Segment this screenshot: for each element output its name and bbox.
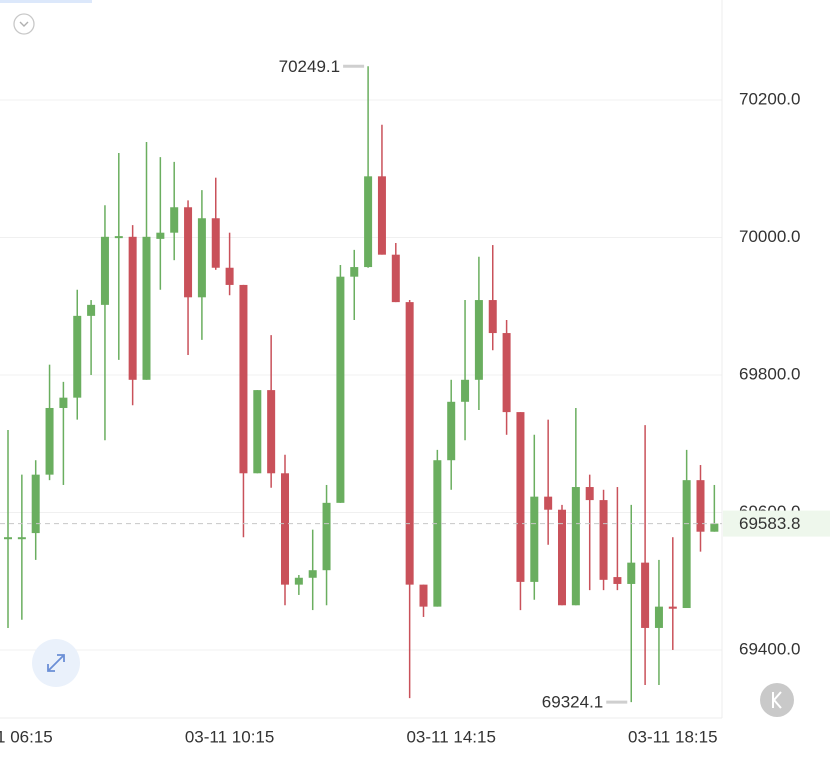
candle-body — [516, 412, 525, 582]
top-tab-indicator — [0, 0, 92, 3]
candle-body — [267, 390, 276, 474]
candle-body — [17, 537, 26, 540]
candle-body — [544, 496, 553, 510]
k-button[interactable] — [760, 683, 794, 717]
candle-body — [128, 236, 137, 380]
candle-body — [502, 333, 511, 413]
candle-body — [447, 401, 456, 461]
candle-body — [239, 284, 248, 474]
candle-body — [308, 570, 317, 578]
expand-icon — [47, 654, 65, 672]
candle-body — [571, 487, 580, 606]
y-tick-label: 69400.0 — [739, 639, 800, 658]
candle-body — [488, 300, 497, 334]
candle-body — [225, 267, 234, 285]
last-price-bg — [723, 510, 830, 537]
candle-body — [405, 302, 414, 585]
candle-body — [461, 379, 470, 402]
candle-body — [197, 218, 206, 298]
candle-body — [31, 474, 40, 534]
candle-body — [530, 496, 539, 582]
candle-body — [253, 390, 262, 474]
candle-body — [170, 207, 179, 233]
x-tick-label: 03-11 06:15 — [0, 727, 53, 746]
candle-body — [585, 487, 594, 501]
collapse-button[interactable] — [13, 13, 35, 35]
candle-body — [668, 606, 677, 609]
candle-body — [114, 236, 123, 239]
collapse-circle — [13, 13, 35, 35]
candle-body — [364, 176, 373, 268]
candle-body — [627, 562, 636, 584]
candle-body — [73, 315, 82, 398]
candle-body — [4, 537, 12, 540]
last-price-label: 69583.8 — [739, 514, 800, 533]
candle-body — [336, 276, 345, 503]
grid-layer — [0, 99, 722, 651]
k-icon — [772, 691, 782, 709]
max-label: 70249.1 — [279, 57, 340, 76]
candle-body — [100, 236, 109, 305]
x-tick-label: 03-11 18:15 — [628, 727, 717, 746]
candle-layer — [0, 66, 722, 703]
k-circle — [760, 683, 794, 717]
candle-body — [45, 407, 54, 475]
candle-body — [419, 584, 428, 607]
label-layer: 69400.069600.069800.070000.070200.003-11… — [0, 57, 830, 746]
candle-body — [377, 176, 386, 255]
candle-body — [211, 218, 220, 268]
candle-body — [654, 606, 663, 628]
candle-body — [474, 300, 483, 380]
x-tick-label: 03-11 10:15 — [185, 727, 274, 746]
candle-body — [391, 254, 400, 303]
candle-body — [613, 577, 622, 584]
candle-body — [599, 500, 608, 580]
x-tick-label: 03-11 14:15 — [406, 727, 495, 746]
min-label: 69324.1 — [542, 693, 603, 712]
candle-body — [59, 397, 68, 408]
candle-body — [641, 562, 650, 628]
candle-body — [156, 232, 165, 239]
candle-body — [710, 523, 719, 532]
candle-body — [322, 502, 331, 571]
candle-body — [142, 236, 151, 380]
candle-body — [87, 304, 96, 316]
y-tick-label: 69800.0 — [739, 364, 800, 383]
candle-body — [294, 577, 303, 585]
candle-body — [281, 473, 289, 585]
candle-body — [558, 509, 566, 606]
expand-button[interactable] — [32, 639, 80, 687]
collapse-chevron — [19, 21, 29, 27]
y-tick-label: 70000.0 — [739, 227, 800, 246]
candle-body — [350, 267, 359, 277]
candle-body — [696, 480, 705, 532]
y-tick-label: 70200.0 — [739, 90, 800, 109]
candle-body — [682, 480, 691, 609]
candle-body — [184, 207, 193, 298]
candle-body — [433, 460, 442, 607]
